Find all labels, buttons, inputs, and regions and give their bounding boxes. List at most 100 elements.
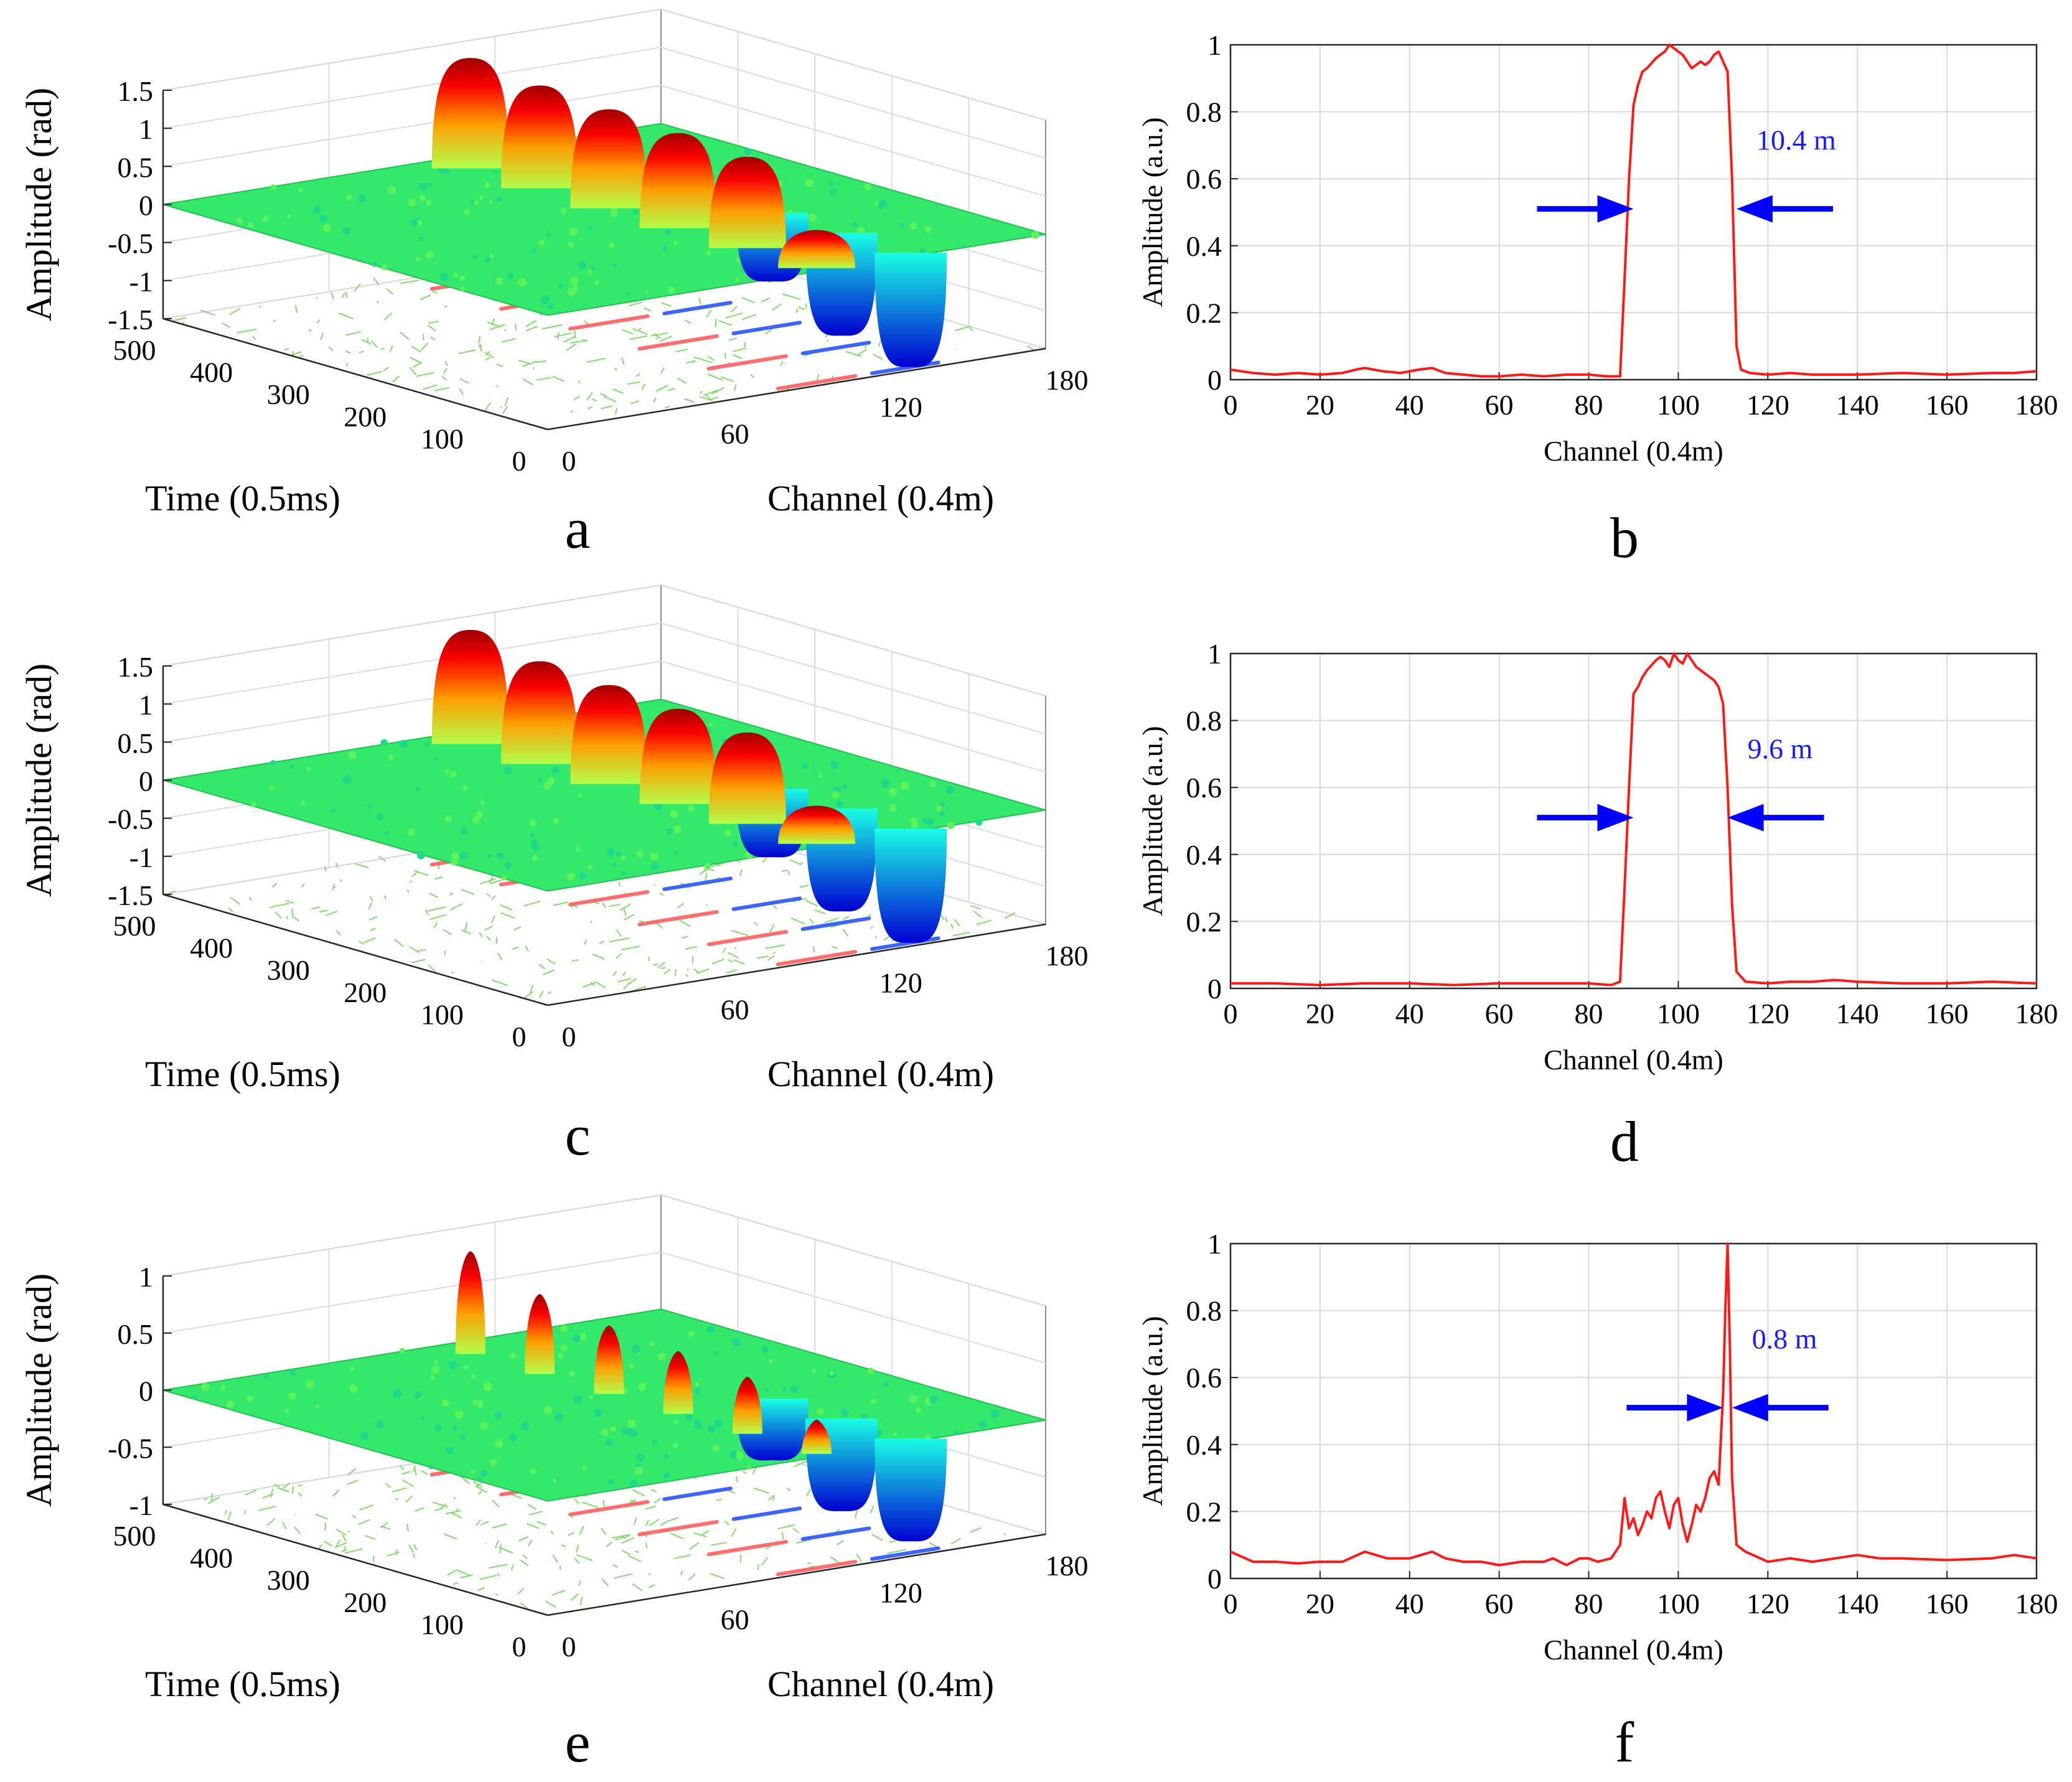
floor-contour-stroke	[420, 294, 431, 301]
floor-contour-stroke	[950, 1537, 961, 1545]
surface-texture	[472, 816, 480, 824]
surface-texture	[910, 817, 917, 824]
floor-contour-stroke	[805, 899, 818, 907]
surface-texture	[322, 223, 331, 232]
floor-contour-stroke	[703, 389, 719, 396]
surface-texture	[654, 802, 663, 811]
y-tick-label: 0.8	[1186, 96, 1222, 128]
surface-texture	[399, 1348, 405, 1354]
floor-contour-stroke	[406, 889, 410, 893]
surface-texture	[919, 248, 926, 254]
floor-contour-stroke	[405, 1495, 413, 1503]
y-axis-label: Amplitude (a.u.)	[1137, 726, 1168, 916]
surface-texture	[900, 781, 909, 790]
floor-contour-stroke	[391, 1487, 407, 1493]
z-tick-label: -0.5	[108, 228, 153, 260]
surface-texture	[460, 286, 466, 291]
floor-contour-stroke	[645, 1505, 656, 1510]
surface-texture	[594, 279, 599, 285]
surface-texture	[581, 1465, 587, 1471]
x-tick-label: 160	[1926, 998, 1969, 1029]
width-annotation: 9.6 m	[1748, 733, 1813, 765]
floor-contour-stroke	[573, 395, 580, 400]
floor-contour-stroke	[762, 857, 767, 863]
floor-contour-stroke	[701, 1530, 710, 1536]
surface-panel-c: 1.5 1 0.5 0 -0.5 -1 -1.5 Amplitude (rad) 500 400 3…	[19, 584, 1089, 1167]
surface-texture	[621, 871, 626, 876]
floor-contour-stroke	[491, 979, 509, 987]
z-axis-label: Amplitude (rad)	[19, 1273, 59, 1507]
floor-contour-stroke	[554, 332, 573, 338]
surface-texture	[638, 1383, 647, 1391]
surface-texture	[497, 851, 505, 860]
floor-contour-stroke	[491, 895, 496, 901]
floor-contour-stroke	[449, 892, 454, 896]
surface-texture	[543, 1405, 553, 1414]
time-axis-line	[162, 317, 548, 431]
floor-contour-stroke	[352, 1514, 357, 1519]
surface-texture	[548, 302, 555, 309]
surface-texture	[735, 277, 740, 283]
floor-contour-stroke	[298, 1492, 302, 1497]
floor-contour-stroke	[517, 1587, 525, 1595]
surface-texture	[954, 1430, 959, 1435]
floor-contour-stroke	[772, 951, 776, 954]
y-axis-label: Amplitude (a.u.)	[1137, 117, 1168, 307]
floor-contour-stroke	[487, 321, 502, 328]
x-tick-label: 20	[1306, 389, 1334, 421]
x-tick-label: 60	[1485, 1588, 1514, 1620]
floor-contour-stroke	[273, 319, 276, 322]
floor-contour-stroke	[724, 1521, 729, 1526]
surface-texture	[841, 1409, 849, 1417]
floor-contour-stroke	[525, 320, 537, 327]
floor-contour-stroke	[500, 406, 502, 409]
floor-contour-stroke	[757, 1564, 759, 1570]
floor-trough-contour	[662, 876, 733, 891]
surface-texture	[385, 830, 390, 836]
floor-contour-stroke	[274, 911, 282, 919]
floor-peak-contour	[637, 910, 719, 927]
floor-contour-stroke	[387, 1551, 400, 1557]
floor-contour-stroke	[270, 1489, 274, 1498]
surface-texture	[621, 1427, 628, 1435]
floor-contour-stroke	[252, 335, 256, 340]
surface-texture	[554, 1413, 563, 1422]
floor-contour-stroke	[394, 939, 404, 947]
floor-contour-stroke	[182, 321, 185, 324]
surface-texture	[790, 1385, 799, 1393]
floor-contour-stroke	[842, 929, 849, 937]
floor-contour-stroke	[790, 917, 805, 925]
floor-contour-stroke	[380, 347, 385, 350]
x-tick-label: 180	[2015, 389, 2058, 421]
surface-texture	[864, 183, 871, 191]
surface-texture	[975, 818, 983, 826]
surface-texture	[462, 785, 469, 792]
floor-contour-stroke	[687, 968, 689, 971]
floor-contour-stroke	[799, 862, 803, 866]
floor-contour-stroke	[655, 385, 668, 392]
floor-contour-stroke	[325, 911, 338, 916]
floor-contour-stroke	[586, 392, 593, 401]
surface-texture	[480, 800, 485, 805]
floor-contour-stroke	[538, 990, 544, 998]
surface-texture	[476, 1400, 484, 1408]
floor-contour-stroke	[741, 297, 756, 304]
surface-texture	[286, 214, 291, 219]
floor-contour-stroke	[799, 884, 809, 888]
surface-texture	[802, 762, 809, 769]
floor-contour-stroke	[685, 319, 691, 324]
floor-contour-stroke	[950, 924, 954, 929]
floor-contour-stroke	[735, 1476, 738, 1483]
floor-contour-stroke	[406, 1523, 410, 1532]
floor-contour-stroke	[434, 1508, 443, 1512]
floor-contour-stroke	[661, 302, 672, 307]
floor-contour-stroke	[299, 355, 304, 357]
floor-contour-stroke	[816, 373, 820, 381]
floor-contour-stroke	[345, 362, 349, 367]
floor-contour-stroke	[868, 914, 871, 917]
floor-contour-stroke	[659, 893, 664, 896]
channel-axis-line	[547, 347, 1046, 431]
peak-0	[431, 630, 509, 744]
floor-contour-stroke	[344, 1548, 363, 1554]
floor-contour-stroke	[665, 1517, 679, 1523]
